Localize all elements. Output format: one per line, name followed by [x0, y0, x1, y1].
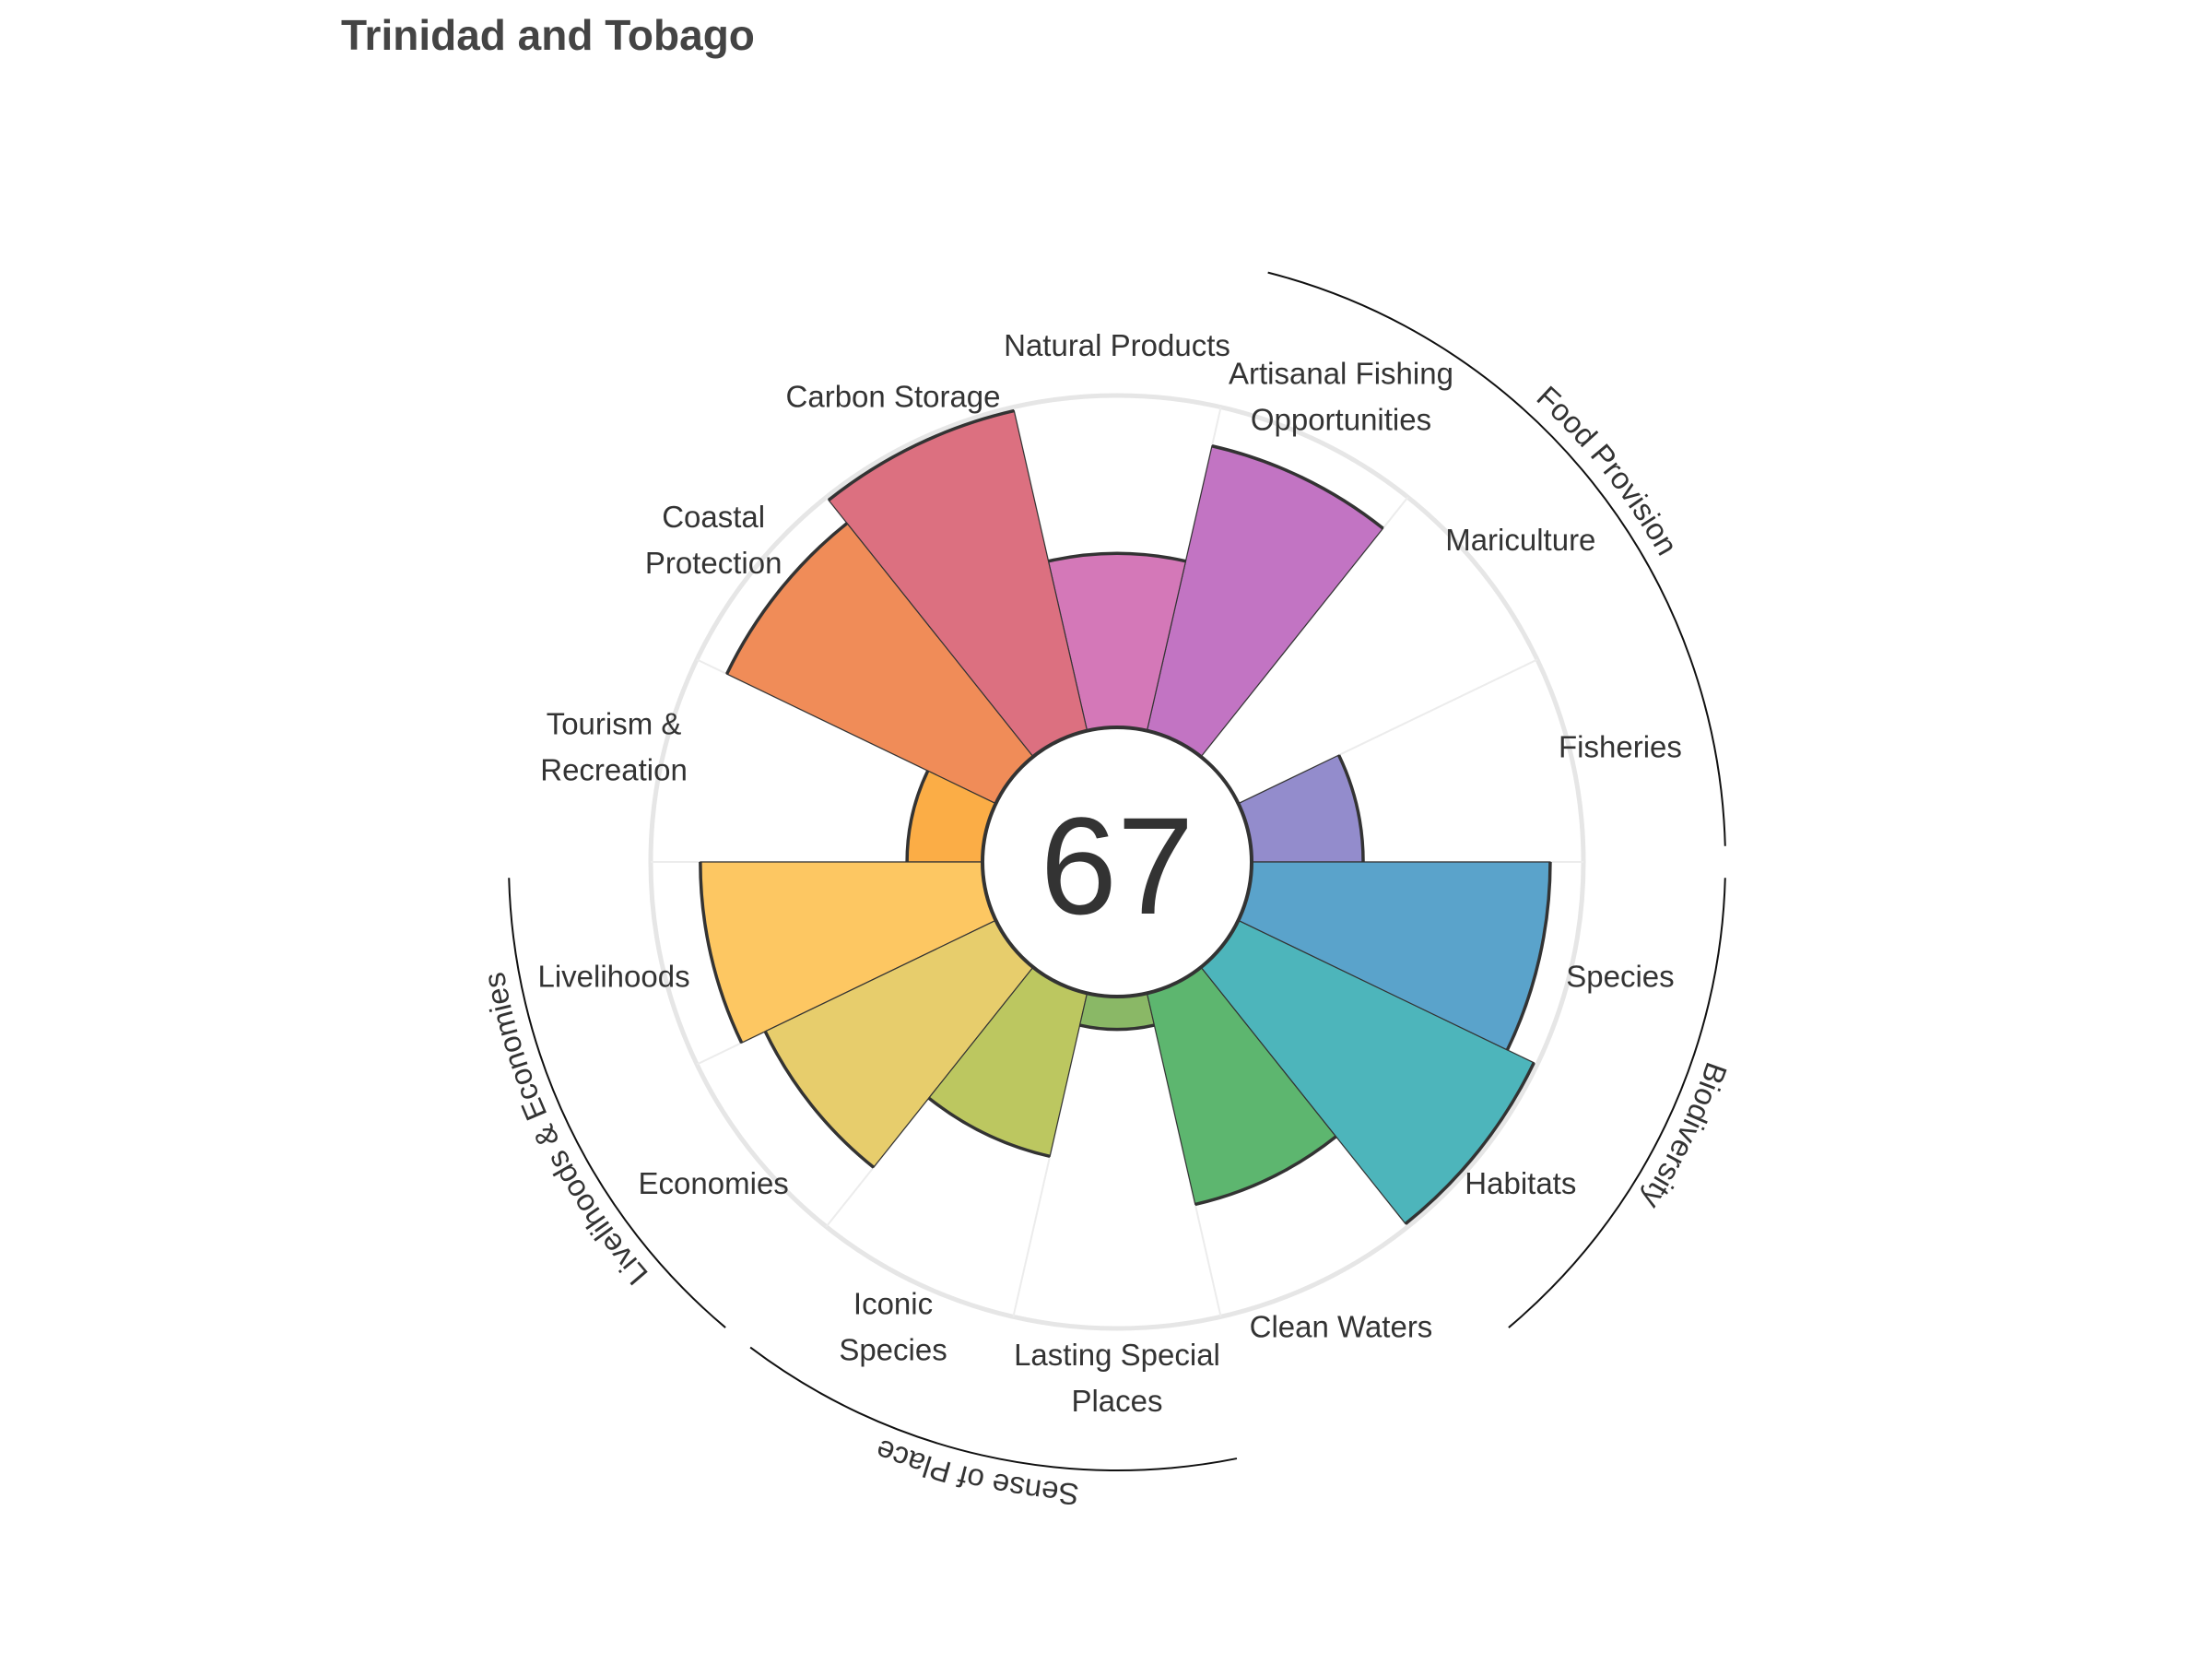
goal-label-carbon-storage: Carbon Storage — [786, 379, 1001, 413]
goal-label-clean-waters: Clean Waters — [1250, 1310, 1433, 1344]
petal-outline-coastal-protection — [725, 522, 849, 675]
petals — [699, 408, 1552, 1225]
goal-labels: Fisheries Mariculture Artisanal Fishing Opp… — [537, 328, 1681, 1418]
goal-label-economies: Economies — [639, 1166, 789, 1200]
goal-label-tourism: Tourism & Recreation — [540, 706, 688, 786]
group-arc — [508, 878, 726, 1328]
petal-outline-tourism — [905, 770, 930, 863]
goal-label-habitats: Habitats — [1465, 1166, 1576, 1200]
group-label: Livelihoods & Economies — [477, 970, 654, 1292]
chart-title: Trinidad and Tobago — [341, 11, 755, 59]
petal-outline-clean-waters — [1194, 1135, 1337, 1207]
petal-outline-economies — [763, 1031, 875, 1169]
center-disc — [981, 726, 1253, 998]
group-arc — [1508, 878, 1726, 1328]
petal-outline-natural-products — [1048, 551, 1186, 563]
group-arc — [749, 1346, 1238, 1471]
petal-outline-fisheries — [1337, 754, 1365, 863]
group-arc — [1267, 271, 1726, 846]
goal-label-artisanal-fishing: Artisanal Fishing Opportunities — [1229, 356, 1453, 436]
goal-label-natural-products: Natural Products — [1004, 328, 1230, 362]
goal-label-mariculture: Mariculture — [1445, 523, 1595, 557]
petal-outline-lasting-special-places — [1079, 1023, 1155, 1032]
petal-outline-carbon-storage — [827, 408, 1015, 502]
petal-outline-habitats — [1404, 1062, 1535, 1225]
petal-artisanal-fishing — [1146, 445, 1384, 758]
group-label: Sense of Place — [871, 1433, 1080, 1512]
goal-label-lasting-special-places: Lasting Special Places — [1014, 1338, 1220, 1418]
goal-label-iconic-species: Iconic Species — [839, 1287, 947, 1367]
goal-label-livelihoods: Livelihoods — [537, 960, 689, 994]
petal-outline-livelihoods — [699, 861, 744, 1044]
petal-outline-artisanal-fishing — [1211, 444, 1384, 530]
petal-lasting-special-places — [1078, 992, 1156, 1031]
goal-label-fisheries: Fisheries — [1559, 729, 1682, 763]
goal-label-coastal-protection: Coastal Protection — [645, 500, 782, 580]
petal-outline-species — [1505, 861, 1552, 1051]
overall-score: 67 — [1041, 788, 1194, 943]
goal-label-species: Species — [1566, 960, 1674, 994]
petal-outline-iconic-species — [927, 1096, 1051, 1159]
